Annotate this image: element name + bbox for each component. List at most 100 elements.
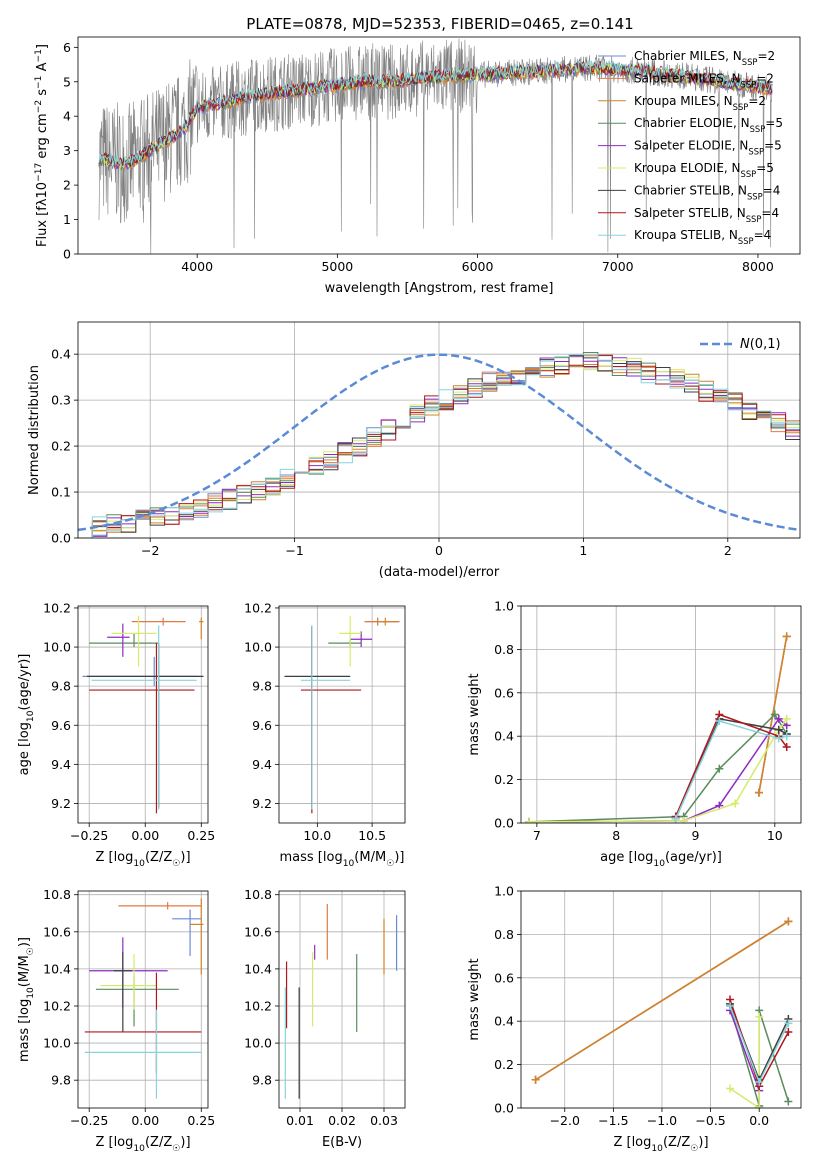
x-tick-label: 0 [435, 543, 443, 558]
label-part: erg cm [35, 113, 50, 162]
spectrum-panel: 4000 5000 6000 7000 8000 0 1 2 3 4 5 6 wavelength [A… [34, 36, 801, 296]
y-tick-label: 9.6 [51, 718, 71, 733]
label-part: Flux [fλ10 [35, 182, 50, 247]
label-part: 10 [133, 1144, 145, 1154]
plot-area [78, 891, 208, 1108]
label-part: log [17, 722, 32, 742]
label-part: Kroupa ELODIE, N [634, 161, 741, 175]
axes-frame [77, 605, 209, 824]
axes-frame [77, 321, 801, 539]
errorbar-point [84, 1009, 202, 1099]
label-part: log [114, 850, 134, 865]
weight-line [675, 720, 787, 820]
weight-marker [726, 1002, 735, 1011]
label-part: (age/yr)] [665, 850, 722, 865]
errorbar-point [111, 615, 157, 667]
label-part: −1 [34, 76, 44, 89]
weight-marker [784, 1097, 793, 1106]
errorbar-point [172, 909, 202, 956]
label-part: )] [698, 1135, 708, 1150]
label-part: s [35, 89, 50, 100]
x-axis-label: Z [log10(Z/Z☉)] [95, 850, 190, 869]
errorbar-point [89, 633, 159, 648]
label-part: =2 [748, 94, 766, 108]
legend-label-part: (0,1) [750, 337, 781, 352]
label-part: 10 [343, 859, 355, 869]
label-part: =4 [763, 183, 781, 197]
y-axis-label: mass weight [467, 673, 482, 755]
legend-label: Salpeter MILES, NSSP=2 [634, 71, 774, 89]
label-part: SSP [742, 57, 758, 67]
y-tick-label: 10.8 [43, 887, 71, 902]
y-tick-label: 6 [63, 40, 71, 55]
errorbar-point [100, 954, 157, 1010]
y-tick-label: 10.0 [244, 1036, 272, 1051]
x-axis-label: wavelength [Angstrom, rest frame] [325, 281, 554, 296]
errorbar-point [107, 623, 130, 657]
label-part: Normed distribution [27, 365, 42, 495]
weight-marker [782, 714, 791, 723]
weight-marker [782, 632, 791, 641]
y-tick-label: 0.4 [51, 347, 71, 362]
y-tick-label: 0.2 [494, 1057, 514, 1072]
plot-content [524, 632, 791, 823]
label-part: log [114, 1135, 134, 1150]
errorbar-point [190, 898, 204, 975]
label-part: mass weight [467, 673, 482, 755]
legend-label: Kroupa ELODIE, NSSP=5 [634, 161, 774, 179]
y-tick-label: 3 [63, 143, 71, 158]
legend-label: Kroupa STELIB, NSSP=4 [634, 228, 771, 246]
y-tick-label: 0.0 [494, 1101, 514, 1116]
legend-label: N(0,1) [740, 337, 781, 352]
x-tick-label: 0.00 [131, 828, 159, 843]
label-part: mass [ [280, 850, 323, 865]
x-tick-label: 0.00 [131, 1113, 159, 1128]
histogram-legend: N(0,1) [700, 337, 781, 352]
x-tick-label: 6000 [462, 259, 494, 274]
y-tick-label: 1.0 [494, 884, 514, 899]
label-part: wavelength [Angstrom, rest frame] [325, 281, 554, 296]
x-tick-label: 1 [579, 543, 587, 558]
label-part: SSP [750, 124, 766, 134]
x-axis-label: age [log10(age/yr)] [600, 850, 722, 869]
plot-content [82, 615, 204, 814]
weight-marker [754, 788, 763, 797]
x-tick-label: 0.02 [328, 1113, 356, 1128]
label-part: =5 [764, 139, 782, 153]
y-axis-label: Flux [fλ10−17 erg cm−2 s−1 A−1] [34, 44, 50, 247]
x-tick-label: 8000 [742, 259, 774, 274]
label-part: =2 [756, 71, 774, 85]
x-tick-label: 5000 [321, 259, 353, 274]
y-tick-label: 0 [63, 247, 71, 262]
x-tick-label: 7 [533, 828, 541, 843]
plot-content [78, 352, 800, 538]
x-tick-label: 10 [767, 828, 783, 843]
label-part: (Z/Z [663, 1135, 690, 1150]
y-tick-label: 9.4 [252, 757, 272, 772]
label-part: ☉ [172, 859, 180, 869]
weight-marker [755, 1012, 764, 1021]
axes-frame [278, 605, 406, 824]
weight-marker [726, 1084, 735, 1093]
x-tick-label: −1.0 [647, 1113, 677, 1128]
plot-area [78, 606, 208, 823]
weight-marker [782, 732, 791, 741]
x-axis-label: Z [log10(Z/Z☉)] [95, 1135, 190, 1154]
weight-marker [782, 743, 791, 752]
weight-marker [715, 764, 724, 773]
legend-label: Chabrier ELODIE, NSSP=5 [634, 116, 783, 134]
errorbar-point [131, 617, 186, 626]
y-tick-label: 9.2 [51, 796, 71, 811]
label-part: age [ [600, 850, 633, 865]
x-axis-label: (data-model)/error [379, 565, 500, 580]
label-part: (data-model)/error [379, 565, 500, 580]
weight-series [726, 995, 793, 1091]
label-part: ☉ [172, 1144, 180, 1154]
y-tick-label: 9.8 [252, 679, 272, 694]
axes-frame [77, 36, 801, 255]
label-part: 10 [26, 987, 36, 999]
y-tick-label: 9.2 [252, 796, 272, 811]
